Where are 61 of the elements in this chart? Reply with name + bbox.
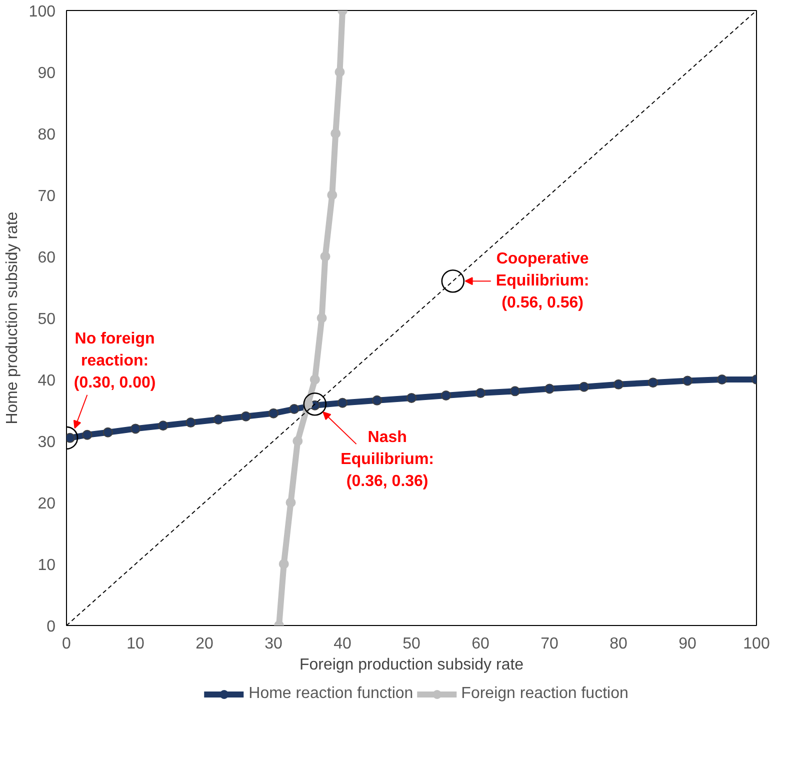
- y-tick-label: 70: [38, 188, 56, 205]
- legend-label: Foreign reaction fuction: [461, 685, 628, 703]
- x-tick-label: 20: [196, 636, 214, 652]
- point: [213, 414, 224, 424]
- x-tick-label: 0: [62, 636, 72, 652]
- point: [614, 379, 624, 390]
- point: [310, 374, 320, 384]
- point: [544, 384, 554, 394]
- y-tick-label: 0: [46, 618, 56, 636]
- point: [330, 128, 341, 138]
- point: [286, 498, 296, 508]
- point: [441, 390, 451, 400]
- point: [406, 392, 416, 403]
- point: [186, 418, 196, 428]
- y-tick-label: 30: [38, 434, 56, 451]
- point: [717, 374, 727, 384]
- legend-label: Home reaction function: [248, 685, 414, 703]
- point: [102, 427, 113, 438]
- annotation: Nash Equilibrium: (0.36, 0.36): [340, 428, 434, 490]
- x-tick-label: 50: [402, 636, 420, 652]
- point: [579, 382, 589, 392]
- point: [289, 404, 300, 414]
- point: [278, 559, 289, 569]
- x-tick-label: 70: [540, 636, 558, 652]
- point: [338, 398, 348, 408]
- y-tick-label: 20: [38, 496, 56, 512]
- point: [372, 395, 382, 406]
- y-tick-label: 90: [38, 65, 56, 82]
- y-tick-label: 100: [28, 4, 56, 20]
- y-axis-title: Home production subsidy rate: [4, 212, 21, 424]
- annotation: No foreign reaction: (0.30, 0.00): [74, 330, 156, 392]
- y-tick-label: 40: [38, 372, 56, 390]
- annotation: Cooperative Equilibrium: (0.56, 0.56): [496, 250, 590, 312]
- x-tick-label: 100: [743, 636, 770, 652]
- point: [303, 392, 327, 416]
- point: [334, 67, 345, 77]
- point: [82, 430, 92, 440]
- point: [268, 408, 278, 418]
- y-tick-label: 10: [38, 557, 56, 574]
- point: [476, 388, 486, 398]
- point: [682, 376, 692, 386]
- x-tick-label: 90: [678, 636, 696, 652]
- point: [441, 269, 465, 293]
- x-tick-label: 60: [472, 636, 490, 652]
- point: [510, 386, 520, 396]
- point: [240, 411, 251, 422]
- x-tick-label: 10: [126, 636, 144, 652]
- point: [648, 378, 658, 388]
- x-tick-label: 30: [264, 636, 282, 652]
- point: [292, 436, 303, 446]
- x-tick-label: 80: [610, 636, 628, 652]
- y-tick-label: 60: [38, 250, 56, 266]
- point: [320, 252, 330, 262]
- x-axis-title: Foreign production subsidy rate: [299, 656, 524, 674]
- point: [316, 313, 327, 323]
- x-tick-label: 40: [334, 636, 352, 652]
- point: [158, 420, 168, 431]
- y-tick-label: 50: [38, 311, 56, 328]
- y-tick-label: 80: [38, 126, 56, 144]
- point: [130, 424, 140, 434]
- point: [327, 190, 338, 200]
